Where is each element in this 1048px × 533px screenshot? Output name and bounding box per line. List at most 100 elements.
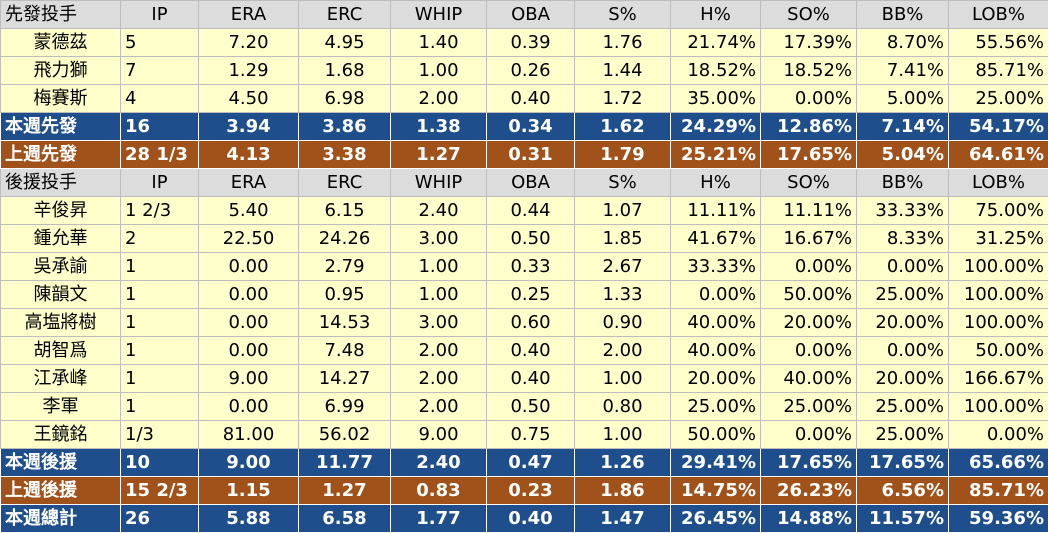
summary-lob: 65.66%	[949, 449, 1048, 477]
column-header: SO%	[761, 169, 857, 197]
stat-lob: 100.00%	[949, 309, 1048, 337]
summary-label: 本週總計	[1, 505, 121, 533]
stat-so: 18.52%	[761, 57, 857, 85]
stat-erc: 2.79	[299, 253, 391, 281]
column-header: S%	[575, 169, 671, 197]
summary-oba: 0.47	[487, 449, 575, 477]
column-header: LOB%	[949, 169, 1048, 197]
stat-bb: 25.00%	[857, 281, 949, 309]
summary-s: 1.62	[575, 113, 671, 141]
stat-s: 1.00	[575, 421, 671, 449]
stat-era: 9.00	[199, 365, 299, 393]
stat-h: 50.00%	[671, 421, 761, 449]
summary-so: 26.23%	[761, 477, 857, 505]
pitcher-name: 高塩將樹	[1, 309, 121, 337]
stat-ip: 1	[121, 365, 199, 393]
pitcher-name: 梅賽斯	[1, 85, 121, 113]
summary-h: 14.75%	[671, 477, 761, 505]
stat-erc: 6.15	[299, 197, 391, 225]
summary-label: 上週先發	[1, 141, 121, 169]
stat-s: 0.80	[575, 393, 671, 421]
stat-whip: 2.40	[391, 197, 487, 225]
stat-oba: 0.40	[487, 365, 575, 393]
stat-h: 18.52%	[671, 57, 761, 85]
stat-whip: 2.00	[391, 365, 487, 393]
column-header: H%	[671, 169, 761, 197]
summary-ip: 28 1/3	[121, 141, 199, 169]
stat-lob: 55.56%	[949, 29, 1048, 57]
stat-h: 40.00%	[671, 337, 761, 365]
pitcher-name: 蒙德茲	[1, 29, 121, 57]
stat-s: 1.72	[575, 85, 671, 113]
stat-lob: 100.00%	[949, 253, 1048, 281]
pitcher-name: 李軍	[1, 393, 121, 421]
stat-ip: 1	[121, 253, 199, 281]
stat-so: 11.11%	[761, 197, 857, 225]
stat-ip: 1	[121, 337, 199, 365]
stat-whip: 3.00	[391, 309, 487, 337]
stat-bb: 8.33%	[857, 225, 949, 253]
stat-lob: 31.25%	[949, 225, 1048, 253]
stat-h: 35.00%	[671, 85, 761, 113]
summary-oba: 0.31	[487, 141, 575, 169]
summary-ip: 10	[121, 449, 199, 477]
pitcher-name: 胡智爲	[1, 337, 121, 365]
stat-lob: 100.00%	[949, 393, 1048, 421]
stat-s: 0.90	[575, 309, 671, 337]
stat-s: 1.85	[575, 225, 671, 253]
stat-erc: 7.48	[299, 337, 391, 365]
stat-bb: 25.00%	[857, 421, 949, 449]
column-header: WHIP	[391, 169, 487, 197]
stat-ip: 2	[121, 225, 199, 253]
summary-whip: 1.38	[391, 113, 487, 141]
stat-era: 1.29	[199, 57, 299, 85]
summary-lob: 54.17%	[949, 113, 1048, 141]
stat-erc: 6.99	[299, 393, 391, 421]
stat-oba: 0.26	[487, 57, 575, 85]
stat-h: 41.67%	[671, 225, 761, 253]
stat-ip: 1/3	[121, 421, 199, 449]
pitcher-name: 吳承諭	[1, 253, 121, 281]
stat-h: 21.74%	[671, 29, 761, 57]
stat-era: 7.20	[199, 29, 299, 57]
stat-oba: 0.39	[487, 29, 575, 57]
stat-bb: 0.00%	[857, 253, 949, 281]
section-header-label: 先發投手	[1, 1, 121, 29]
summary-so: 17.65%	[761, 449, 857, 477]
stat-oba: 0.50	[487, 393, 575, 421]
stat-bb: 33.33%	[857, 197, 949, 225]
summary-era: 5.88	[199, 505, 299, 533]
summary-erc: 11.77	[299, 449, 391, 477]
summary-oba: 0.40	[487, 505, 575, 533]
stat-lob: 100.00%	[949, 281, 1048, 309]
stat-h: 11.11%	[671, 197, 761, 225]
summary-whip: 1.77	[391, 505, 487, 533]
summary-s: 1.47	[575, 505, 671, 533]
column-header: OBA	[487, 1, 575, 29]
stat-s: 2.67	[575, 253, 671, 281]
stat-ip: 1	[121, 281, 199, 309]
stat-h: 25.00%	[671, 393, 761, 421]
stat-erc: 0.95	[299, 281, 391, 309]
summary-bb: 17.65%	[857, 449, 949, 477]
stat-h: 20.00%	[671, 365, 761, 393]
stat-bb: 8.70%	[857, 29, 949, 57]
summary-era: 9.00	[199, 449, 299, 477]
stat-s: 1.07	[575, 197, 671, 225]
column-header: ERC	[299, 169, 391, 197]
stat-so: 0.00%	[761, 421, 857, 449]
section-header-label: 後援投手	[1, 169, 121, 197]
stat-ip: 7	[121, 57, 199, 85]
stat-oba: 0.25	[487, 281, 575, 309]
summary-erc: 6.58	[299, 505, 391, 533]
summary-lob: 85.71%	[949, 477, 1048, 505]
